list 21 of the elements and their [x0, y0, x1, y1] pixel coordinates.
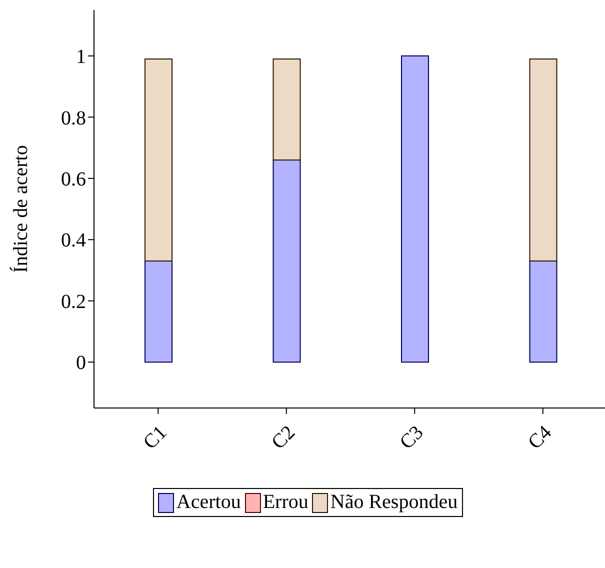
bar	[144, 58, 172, 262]
y-tick-label: 0.2	[61, 290, 86, 313]
y-tick-label: 0.6	[61, 168, 86, 190]
bar	[529, 58, 558, 262]
x-tick-label: C4	[524, 422, 556, 454]
x-tick-label: C3	[396, 422, 428, 454]
y-tick-label: 0	[76, 352, 86, 374]
legend-label: Errou	[262, 491, 308, 514]
legend-label: Acertou	[176, 491, 241, 514]
bar	[272, 58, 301, 161]
bar	[144, 260, 172, 363]
y-tick-label: 0.4	[61, 230, 86, 252]
y-tick-label: 0.8	[61, 107, 86, 130]
legend-label: Não Respondeu	[330, 491, 458, 514]
bar	[272, 160, 301, 363]
bar	[401, 55, 429, 363]
y-axis-title: Índice de acerto	[9, 145, 32, 273]
x-tick-label: C1	[139, 422, 172, 454]
y-tick-label: 1	[76, 46, 86, 68]
bar	[529, 260, 558, 363]
x-tick-label: C2	[267, 422, 300, 454]
